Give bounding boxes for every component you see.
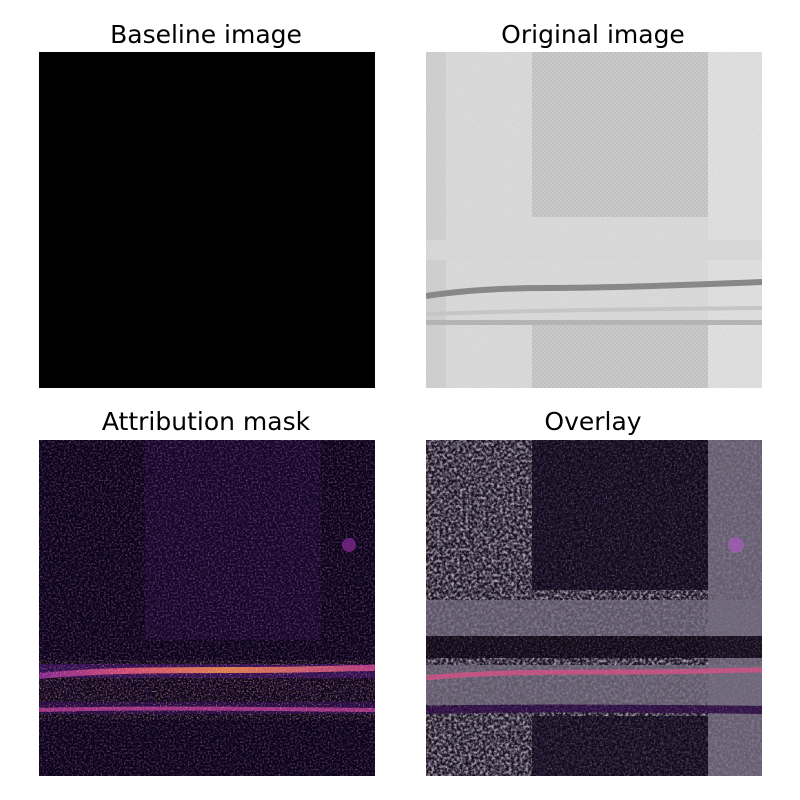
baseline-image <box>39 52 375 388</box>
baseline-fill <box>39 52 375 388</box>
original-image-canvas <box>426 52 762 388</box>
overlay-canvas <box>426 440 762 776</box>
original-grain <box>426 52 762 388</box>
overlay-spot <box>728 537 744 553</box>
attribution-mask <box>39 440 375 776</box>
mask-spot <box>342 538 356 552</box>
attribution-mask-title: Attribution mask <box>101 407 311 436</box>
attribution-mask-canvas <box>39 440 375 776</box>
mask-speckle <box>39 440 375 776</box>
baseline-image-title: Baseline image <box>110 20 302 49</box>
original-image <box>426 52 762 388</box>
original-image-title: Original image <box>501 20 685 49</box>
overlay-title: Overlay <box>544 407 642 436</box>
mask-hot-speckle <box>39 660 375 720</box>
overlay-image <box>426 440 762 776</box>
overlay-purple-speckle <box>426 440 762 776</box>
baseline-image-canvas <box>39 52 375 388</box>
